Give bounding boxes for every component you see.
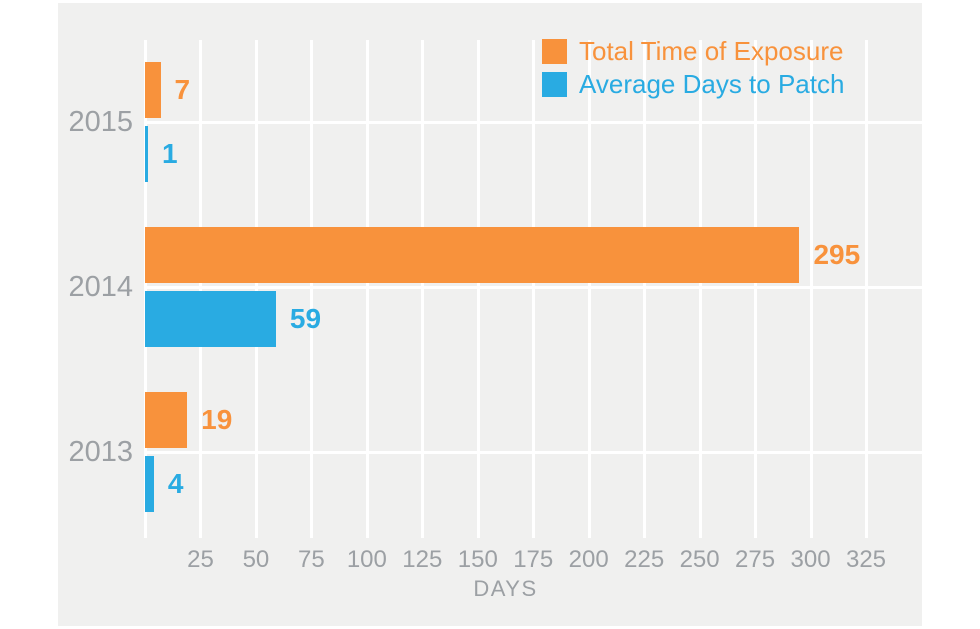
- category-separator-line: [145, 286, 922, 289]
- value-label: 19: [201, 404, 233, 435]
- bar-total-time-of-exposure-2015: [145, 62, 161, 118]
- x-tick-label-300: 300: [790, 546, 831, 573]
- value-label: 4: [167, 468, 184, 499]
- gridline: [254, 40, 258, 538]
- legend-item-total-time-of-exposure: Total Time of Exposure: [542, 36, 844, 66]
- bar-average-days-to-patch-2013: [145, 456, 154, 512]
- legend-item-average-days-to-patch: Average Days to Patch: [542, 69, 845, 99]
- gridline: [754, 40, 758, 538]
- x-tick-label-325: 325: [845, 546, 887, 573]
- x-tick-label-100: 100: [346, 546, 387, 573]
- bar-total-time-of-exposure-2013: [145, 392, 188, 448]
- x-tick-label-125: 125: [402, 546, 443, 573]
- gridline: [643, 40, 647, 538]
- x-tick-label-175: 175: [513, 546, 554, 573]
- x-tick-label-275: 275: [735, 546, 776, 573]
- x-tick-label-225: 225: [624, 546, 665, 573]
- gridline: [532, 40, 536, 538]
- x-tick-label-50: 50: [242, 546, 270, 573]
- value-label: 295: [813, 239, 861, 270]
- value-label: 59: [289, 303, 322, 334]
- legend: Total Time of Exposure Average Days to P…: [542, 36, 845, 105]
- category-separator-line: [145, 451, 922, 454]
- category-separator-line: [145, 121, 922, 124]
- bar-average-days-to-patch-2014: [145, 291, 276, 347]
- value-label: 1: [162, 138, 178, 169]
- year-label-2014: 2014: [68, 271, 133, 303]
- gridline: [865, 40, 868, 538]
- gridline: [365, 40, 369, 538]
- gridline: [698, 40, 702, 538]
- x-axis-title: DAYS: [473, 576, 538, 601]
- gridline: [310, 40, 314, 538]
- value-label: 7: [174, 74, 191, 105]
- bar-average-days-to-patch-2015: [145, 126, 148, 182]
- legend-label-average-days-to-patch: Average Days to Patch: [579, 69, 845, 99]
- legend-swatch-orange-icon: [542, 39, 567, 64]
- year-label-2015: 2015: [68, 106, 133, 138]
- gridline: [809, 40, 813, 538]
- x-tick-label-75: 75: [298, 546, 325, 573]
- gridline: [587, 40, 591, 538]
- gridline: [144, 40, 147, 538]
- x-tick-label-250: 250: [679, 546, 720, 573]
- x-tick-label-200: 200: [568, 546, 609, 573]
- legend-swatch-blue-icon: [542, 72, 567, 97]
- gridline: [476, 40, 480, 538]
- x-tick-label-25: 25: [187, 546, 214, 573]
- bar-total-time-of-exposure-2014: [145, 227, 800, 283]
- year-label-2013: 2013: [68, 436, 133, 468]
- gridline: [199, 40, 203, 538]
- legend-label-total-time-of-exposure: Total Time of Exposure: [579, 36, 844, 66]
- x-tick-label-150: 150: [457, 546, 498, 573]
- gridline: [421, 40, 425, 538]
